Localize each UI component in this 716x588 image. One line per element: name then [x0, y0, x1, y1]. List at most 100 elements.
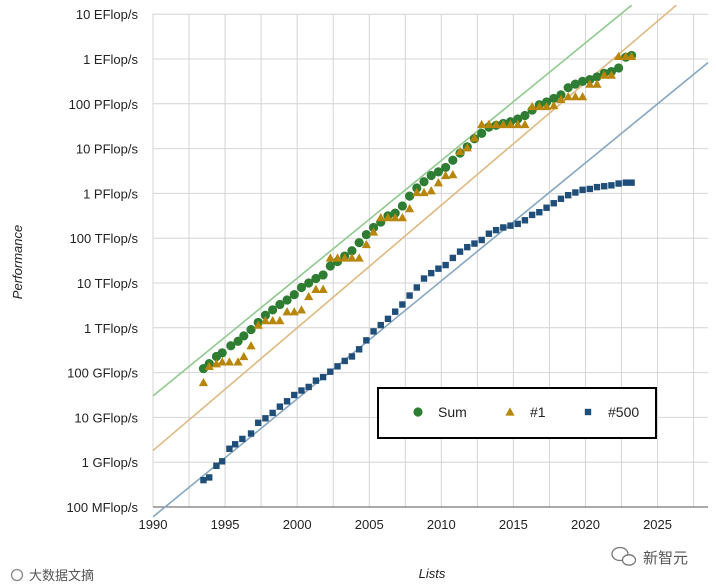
point-top500: [206, 474, 213, 481]
point-top1: [347, 253, 357, 262]
point-sum: [347, 246, 357, 256]
point-top500: [334, 363, 341, 370]
wechat-icon: [611, 546, 637, 566]
point-top1: [549, 100, 559, 110]
point-top500: [572, 189, 579, 196]
point-sum: [226, 341, 236, 351]
point-top1: [296, 305, 307, 314]
trend-line: [152, 4, 677, 452]
point-top1: [304, 291, 314, 301]
legend-marker-top500: [584, 408, 592, 416]
point-sum: [318, 270, 328, 280]
point-top500: [628, 179, 635, 186]
point-top500: [492, 226, 500, 234]
point-top1: [282, 307, 292, 316]
point-top1: [311, 284, 321, 293]
point-top500: [218, 458, 226, 465]
point-top1: [541, 101, 552, 111]
point-top500: [298, 387, 305, 394]
point-top1: [477, 119, 487, 129]
point-sum: [260, 310, 271, 320]
trend-line: [152, 4, 633, 397]
point-sum: [289, 290, 299, 300]
point-sum: [325, 261, 335, 271]
point-sum: [397, 201, 407, 211]
point-sum: [577, 76, 588, 86]
point-top1: [390, 212, 400, 222]
point-top1: [253, 320, 263, 329]
point-top1: [325, 253, 335, 262]
y-tick-label: 10 EFlop/s: [76, 7, 139, 22]
point-top500: [420, 275, 428, 282]
point-top500: [413, 284, 421, 291]
point-top1: [198, 377, 209, 387]
legend-box: [377, 387, 657, 439]
point-top1: [556, 94, 566, 103]
point-top1: [260, 316, 271, 325]
point-top1: [217, 357, 227, 366]
legend-label-top1: #1: [530, 404, 546, 420]
legend-marker-sum: [413, 407, 423, 417]
point-top1: [332, 253, 343, 262]
point-top1: [383, 212, 393, 222]
watermark-right-text: 新智元: [643, 549, 688, 567]
point-sum: [233, 336, 243, 346]
y-tick-label: 10 GFlop/s: [74, 410, 138, 425]
point-top500: [226, 445, 233, 452]
legend-marker-top1: [505, 407, 515, 416]
point-top1: [592, 79, 602, 88]
legend: Sum #1 #500: [377, 387, 657, 439]
point-top1: [204, 361, 214, 371]
point-top1: [289, 307, 299, 316]
point-top1: [354, 253, 364, 262]
point-top1: [361, 239, 371, 249]
point-top1: [448, 169, 458, 179]
point-top500: [269, 409, 276, 417]
point-top500: [536, 209, 543, 216]
y-tick-label: 1 GFlop/s: [82, 455, 139, 470]
point-sum: [239, 331, 249, 341]
watermark-left: 大数据文摘: [10, 568, 94, 583]
y-tick-label: 1 TFlop/s: [84, 321, 138, 336]
point-top500: [464, 243, 471, 251]
point-top500: [608, 182, 615, 189]
point-top500: [442, 261, 449, 269]
point-top1: [505, 119, 516, 129]
point-top500: [355, 346, 363, 353]
y-tick-label: 1 PFlop/s: [83, 186, 138, 201]
watermark-right: 新智元: [611, 546, 688, 567]
point-sum: [217, 348, 227, 358]
point-sum: [477, 128, 487, 138]
point-top1: [412, 187, 422, 197]
legend-label-top500: #500: [608, 404, 639, 420]
point-sum: [592, 72, 602, 82]
watermark-left-icon: [10, 568, 24, 582]
point-top1: [498, 119, 508, 129]
point-top500: [435, 265, 442, 272]
point-sum: [426, 170, 436, 181]
point-top1: [368, 227, 379, 236]
x-tick-label: 2020: [571, 517, 600, 532]
y-tick-label: 100 TFlop/s: [70, 231, 139, 246]
point-top500: [543, 204, 550, 211]
point-top1: [534, 101, 544, 111]
legend-label-sum: Sum: [438, 404, 467, 420]
point-sum: [275, 299, 285, 310]
y-tick-label: 100 GFlop/s: [67, 366, 138, 381]
point-top1: [626, 51, 637, 60]
y-tick-label: 100 PFlop/s: [69, 97, 139, 112]
point-top500: [550, 200, 557, 207]
point-top500: [231, 441, 239, 448]
point-top1: [484, 119, 494, 129]
point-top500: [370, 328, 377, 335]
point-top500: [377, 321, 384, 329]
point-top1: [520, 119, 530, 129]
point-top500: [341, 357, 348, 365]
point-sum: [520, 110, 530, 121]
point-top500: [363, 337, 370, 344]
y-tick-label: 10 TFlop/s: [77, 276, 139, 291]
point-top1: [275, 316, 285, 325]
x-axis-title: Lists: [419, 566, 446, 581]
point-top500: [276, 403, 284, 410]
